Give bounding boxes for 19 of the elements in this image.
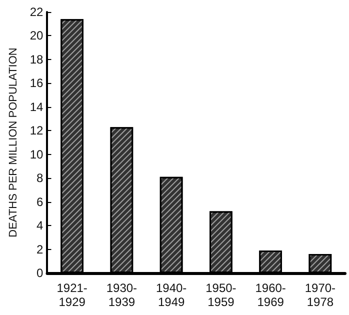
y-tick-label: 14 — [30, 100, 44, 114]
y-tick-label: 18 — [30, 52, 44, 66]
y-tick-label: 4 — [36, 218, 44, 233]
y-tick-label: 6 — [36, 194, 44, 209]
y-tick-label: 0 — [36, 266, 44, 280]
x-tick-label: 1940- 1949 — [156, 281, 187, 309]
x-tick-label: 1960- 1969 — [255, 281, 286, 309]
y-tick-label: 16 — [30, 76, 44, 90]
y-tick-label: 22 — [30, 5, 44, 19]
x-tick-label: 1950- 1959 — [206, 281, 236, 309]
y-tick-label: 20 — [30, 28, 44, 43]
y-axis-title: DEATHS PER MILLION POPULATION — [8, 48, 20, 238]
x-tick-label: 1930- 1939 — [106, 281, 138, 309]
y-tick-label: 10 — [30, 147, 44, 162]
y-tick-label: 12 — [30, 124, 44, 138]
x-tick-label: 1970- 1978 — [304, 281, 336, 309]
x-tick-label: 1921- 1929 — [56, 281, 88, 309]
y-tick-label: 2 — [36, 242, 44, 256]
y-tick-label: 8 — [36, 171, 44, 186]
